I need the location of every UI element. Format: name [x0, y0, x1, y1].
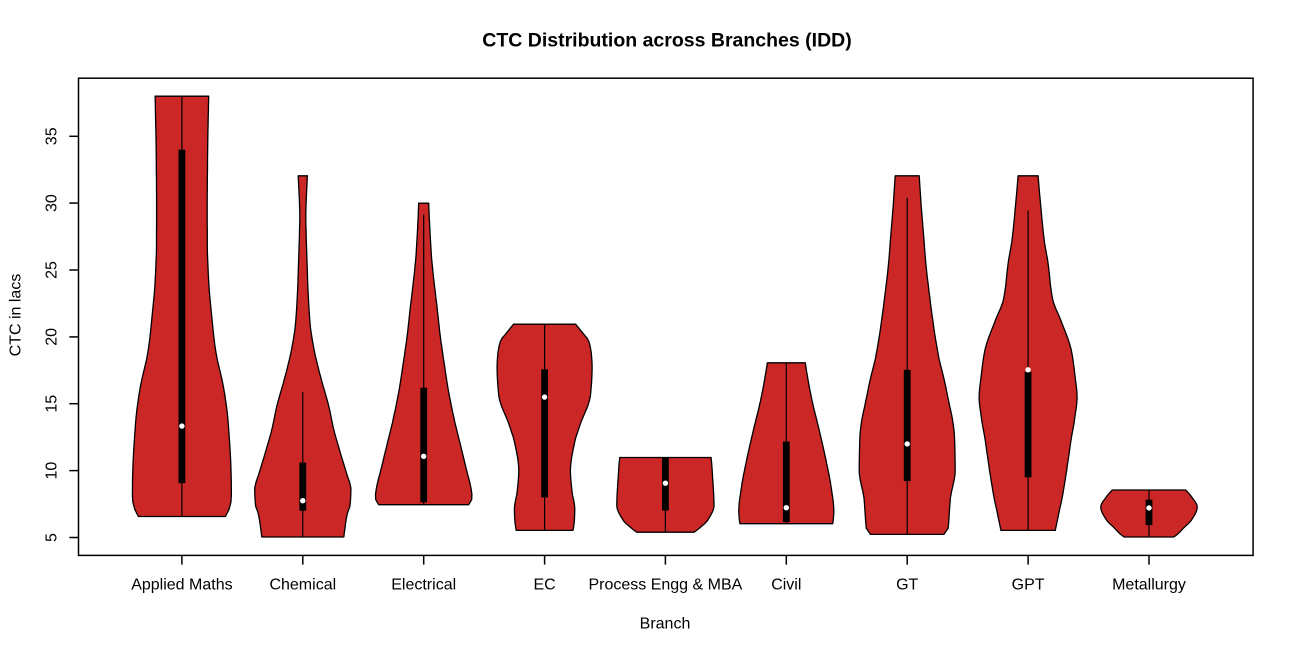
svg-text:EC: EC	[533, 577, 555, 594]
svg-text:CTC Distribution across Branch: CTC Distribution across Branches (IDD)	[482, 30, 851, 52]
svg-text:GPT: GPT	[1012, 577, 1045, 594]
svg-text:GT: GT	[896, 577, 918, 594]
svg-text:Branch: Branch	[640, 616, 691, 633]
svg-text:10: 10	[43, 462, 60, 480]
svg-text:Civil: Civil	[771, 577, 801, 594]
svg-text:Applied Maths: Applied Maths	[131, 577, 232, 594]
svg-text:Electrical: Electrical	[391, 577, 456, 594]
svg-text:Metallurgy: Metallurgy	[1112, 577, 1186, 594]
svg-text:15: 15	[43, 395, 60, 413]
svg-text:5: 5	[43, 533, 60, 542]
svg-text:30: 30	[43, 194, 60, 212]
svg-text:25: 25	[43, 261, 60, 279]
svg-text:20: 20	[43, 328, 60, 346]
svg-text:Process Engg & MBA: Process Engg & MBA	[588, 577, 742, 594]
svg-text:35: 35	[43, 127, 60, 145]
svg-text:Chemical: Chemical	[269, 577, 336, 594]
svg-text:CTC in lacs: CTC in lacs	[8, 274, 25, 357]
